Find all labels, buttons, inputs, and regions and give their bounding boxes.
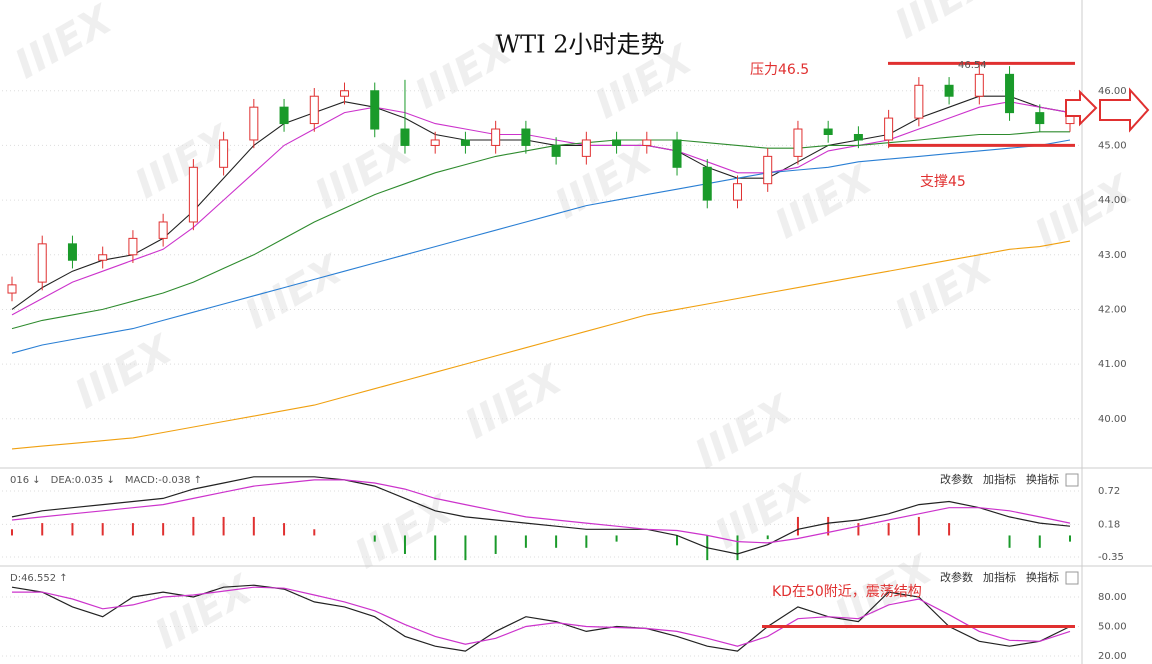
candle-body [612,139,622,146]
arrow [1065,89,1098,127]
candle-body [853,133,863,141]
candle-body [763,155,773,185]
indicator-button[interactable]: 改参数 [940,472,973,486]
line [12,586,1071,647]
candle-body [67,243,77,261]
watermark: IIIEX [8,0,122,88]
y-tick-label: 43.00 [1098,250,1127,261]
line [11,476,1071,555]
watermark: IIIEX [708,466,822,558]
candle-body [188,166,198,223]
candle-body [430,139,440,146]
peak-label: 46.54 [958,60,987,71]
indicator-label: MACD:-0.038 ↑ [125,475,202,486]
indicator-button[interactable]: 加指标 [983,472,1016,486]
candle-body [672,139,682,168]
annotation: 压力46.5 [750,62,809,78]
indicator-button[interactable]: 换指标 [1026,472,1059,486]
watermark: IIIEX [888,0,1002,48]
candle-body [823,128,833,135]
line [11,584,1071,652]
candle-body [128,237,138,256]
y-tick-label: 50.00 [1098,622,1127,633]
indicator-button[interactable]: 换指标 [1026,570,1059,584]
indicator-label: D:46.552 ↑ [10,573,68,584]
candle-body [944,84,954,97]
annotation: KD在50附近，震荡结构 [772,584,922,600]
candle-body [732,183,742,201]
line [11,95,1071,310]
line [11,101,1071,316]
candle-body [460,139,470,146]
watermark: IIIEX [548,136,662,228]
y-tick-label: 44.00 [1098,195,1127,206]
candle-body [491,128,501,146]
line [11,131,1070,330]
candle-body [370,90,380,130]
watermark: IIIEX [238,246,352,338]
candle-body [249,106,259,141]
candle-body [793,128,803,157]
y-tick-label: 20.00 [1098,651,1127,662]
line [11,139,1071,354]
close-button[interactable] [1065,571,1079,585]
y-tick-label: 46.00 [1098,86,1127,97]
candle-body [702,166,712,201]
candle-body [158,221,168,239]
y-tick-label: 80.00 [1098,592,1127,603]
close-button[interactable] [1065,473,1079,487]
candle-body [914,84,924,119]
indicator-label: DEA:0.035 ↓ [51,475,115,486]
candle-body [340,90,350,97]
watermark: IIIEX [1028,166,1142,258]
candle-body [309,95,319,125]
annotation: 支撑45 [920,174,966,190]
candle-body [581,139,591,157]
arrow [1099,87,1150,133]
chart-title: WTI 2小时走势 [495,31,664,59]
y-tick-label: 0.18 [1098,519,1120,530]
candle-body [1005,73,1015,114]
watermark: IIIEX [68,326,182,418]
candle-body [219,139,229,168]
y-tick-label: 45.00 [1098,140,1127,151]
y-tick-label: 40.00 [1098,414,1127,425]
candle-body [974,73,984,97]
y-tick-label: 0.72 [1098,486,1120,497]
indicator-button[interactable]: 加指标 [983,570,1016,584]
y-tick-label: -0.35 [1098,552,1124,563]
candle-body [521,128,531,146]
line [11,479,1071,544]
candle-body [642,139,652,146]
watermark: IIIEX [148,566,262,658]
candle-body [7,284,17,294]
candle-body [400,128,410,146]
candle-body [279,106,289,125]
indicator-label: 016 ↓ [10,475,41,486]
candle-body [551,144,561,157]
line [11,240,1071,450]
watermark: IIIEX [888,246,1002,338]
y-tick-label: 42.00 [1098,304,1127,315]
candle-body [884,117,894,141]
y-tick-label: 41.00 [1098,359,1127,370]
watermark: IIIEX [458,356,572,448]
candle-body [37,243,47,283]
indicator-button[interactable]: 改参数 [940,570,973,584]
watermark: IIIEX [688,386,802,478]
candle-body [1035,112,1045,125]
candle-body [98,254,108,261]
